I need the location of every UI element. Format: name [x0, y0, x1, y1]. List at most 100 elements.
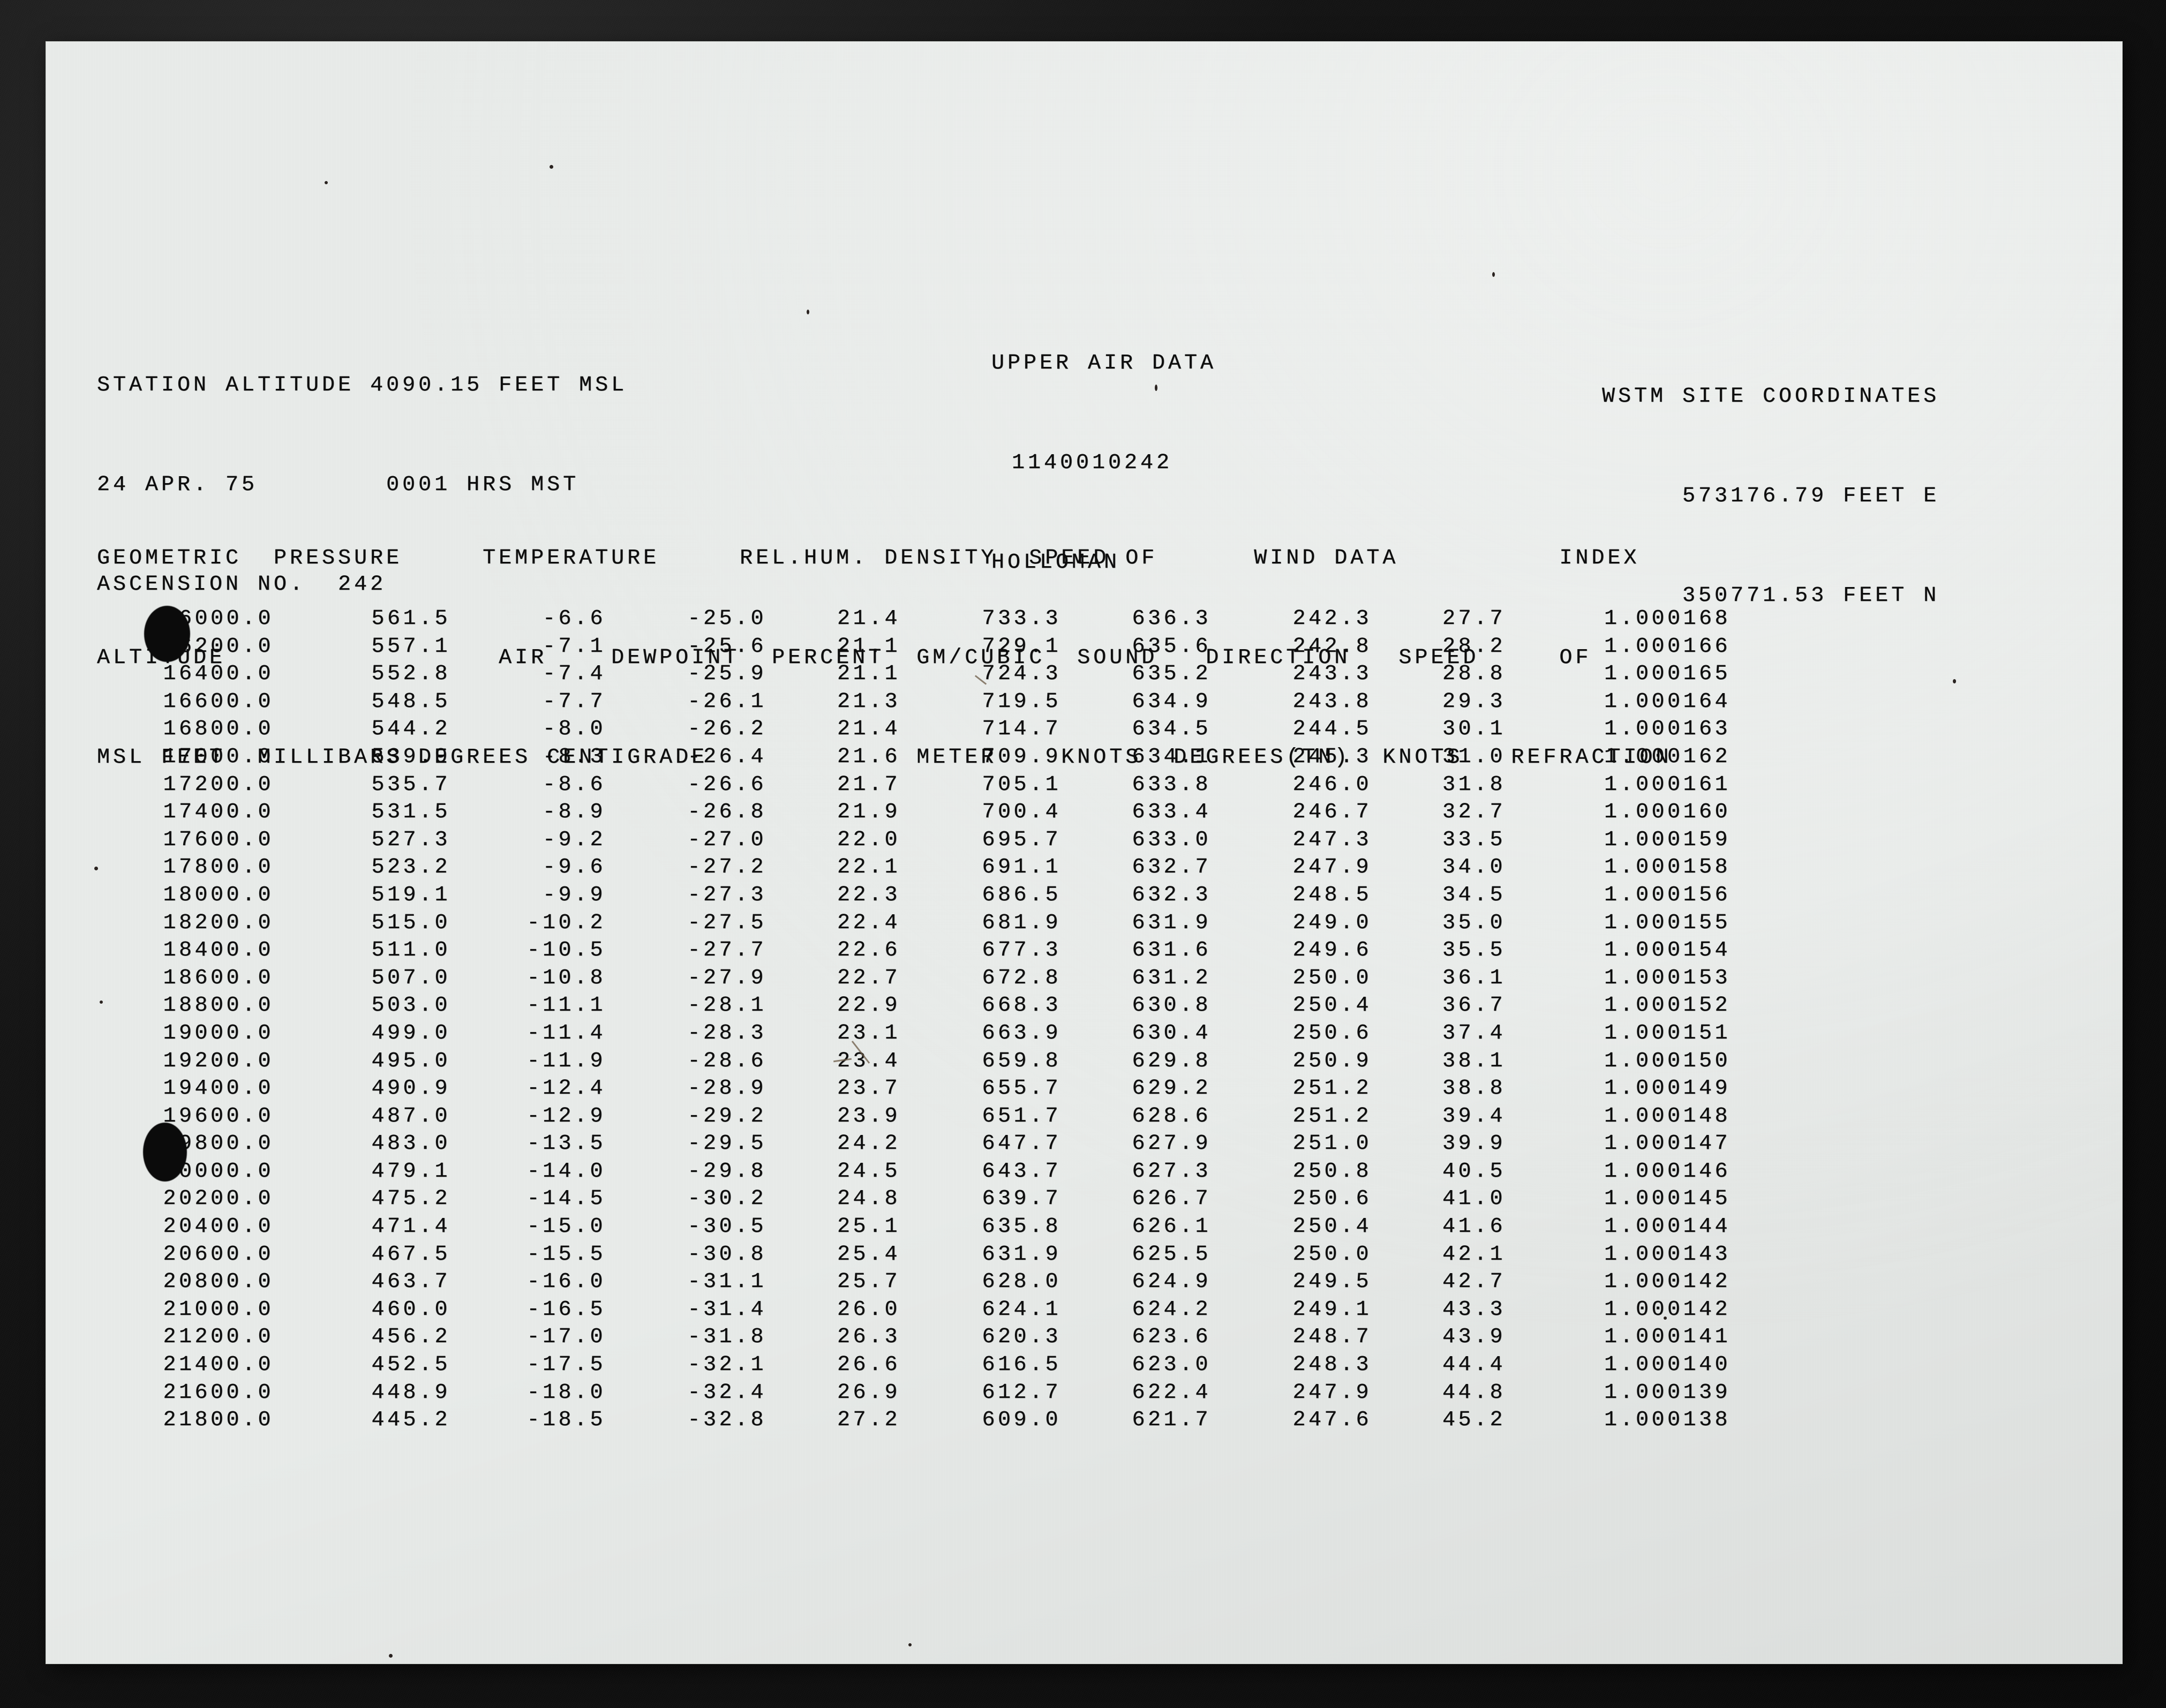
cell-dewpoint: -27.3: [687, 883, 766, 907]
cell-dewpoint: -25.9: [687, 662, 766, 687]
table-row: 16400.0 552.8 -7.4 -25.9 21.1 724.3 635.2 243.3…: [97, 660, 1731, 688]
table-row: 19000.0 499.0 -11.4 -28.3 23.1 663.9 630.4 250.…: [97, 1020, 1731, 1048]
cell-speed-of-sound: 623.0: [1132, 1353, 1211, 1378]
table-row: 18400.0 511.0 -10.5 -27.7 22.6 677.3 631.6 249.…: [97, 937, 1731, 965]
cell-air-temp: -10.5: [527, 938, 606, 963]
cell-pressure: 490.9: [371, 1077, 450, 1101]
cell-density: 705.1: [982, 772, 1061, 797]
cell-altitude: 20200.0: [163, 1187, 274, 1212]
cell-dewpoint: -26.8: [687, 800, 766, 825]
cell-altitude: 20800.0: [163, 1270, 274, 1295]
cell-wind-direction: 250.4: [1292, 1215, 1372, 1239]
cell-wind-speed: 36.1: [1442, 966, 1506, 990]
cell-wind-direction: 250.0: [1292, 966, 1372, 990]
cell-index-refraction: 1.000143: [1604, 1242, 1731, 1267]
cell-speed-of-sound: 635.6: [1132, 634, 1211, 659]
cell-wind-direction: 249.6: [1292, 938, 1372, 963]
cell-wind-direction: 246.0: [1292, 772, 1372, 797]
cell-rel-humidity: 26.9: [837, 1380, 900, 1405]
cell-dewpoint: -30.8: [687, 1242, 766, 1267]
data-table: 16000.0 561.5 -6.6 -25.0 21.4 733.3 636.3 242.3…: [97, 605, 1731, 1434]
cell-pressure: 561.5: [371, 607, 450, 631]
cell-index-refraction: 1.000154: [1604, 938, 1731, 963]
table-row: 21800.0 445.2 -18.5 -32.8 27.2 609.0 621.7 247.…: [97, 1406, 1731, 1434]
column-header-line-2: ALTITUDE AIR DEWPOINT PERCENT GM/CUBIC S…: [97, 646, 1592, 670]
table-row: 20800.0 463.7 -16.0 -31.1 25.7 628.0 624.9 249.…: [97, 1268, 1731, 1296]
cell-air-temp: -7.4: [542, 662, 606, 687]
cell-pressure: 483.0: [371, 1132, 450, 1156]
cell-speed-of-sound: 625.5: [1132, 1242, 1211, 1267]
cell-dewpoint: -32.4: [687, 1380, 766, 1405]
cell-altitude: 17000.0: [163, 744, 274, 769]
cell-density: 635.8: [982, 1215, 1061, 1239]
cell-index-refraction: 1.000142: [1604, 1270, 1731, 1295]
document-title: UPPER AIR DATA: [991, 351, 1217, 375]
cell-dewpoint: -32.8: [687, 1408, 766, 1433]
document-body: STATION ALTITUDE 4090.15 FEET MSL 24 APR…: [46, 42, 2122, 1664]
table-row: 20200.0 475.2 -14.5 -30.2 24.8 639.7 626.7 250.…: [97, 1185, 1731, 1213]
cell-altitude: 16800.0: [163, 717, 274, 742]
table-row: 17000.0 539.9 -8.3 -26.4 21.6 709.9 634.1 245.3…: [97, 743, 1731, 771]
cell-density: 719.5: [982, 689, 1061, 714]
cell-dewpoint: -26.2: [687, 717, 766, 742]
cell-density: 672.8: [982, 966, 1061, 990]
cell-wind-speed: 38.1: [1442, 1049, 1506, 1073]
cell-pressure: 499.0: [371, 1021, 450, 1045]
cell-pressure: 452.5: [371, 1353, 450, 1378]
cell-dewpoint: -25.6: [687, 634, 766, 659]
table-row: 19200.0 495.0 -11.9 -28.6 23.4 659.8 629.8 250.…: [97, 1048, 1731, 1075]
scan-speck: [389, 1654, 393, 1658]
table-row: 16000.0 561.5 -6.6 -25.0 21.4 733.3 636.3 242.3…: [97, 605, 1731, 633]
cell-pressure: 471.4: [371, 1215, 450, 1239]
cell-altitude: 17200.0: [163, 772, 274, 797]
cell-pressure: 511.0: [371, 938, 450, 963]
cell-wind-direction: 247.9: [1292, 855, 1372, 880]
cell-dewpoint: -28.9: [687, 1077, 766, 1101]
cell-density: 695.7: [982, 827, 1061, 852]
cell-wind-speed: 41.0: [1442, 1187, 1506, 1212]
site-name: HOLLOMAN: [991, 551, 1120, 575]
cell-air-temp: -11.1: [527, 994, 606, 1018]
cell-rel-humidity: 22.9: [837, 994, 900, 1018]
cell-density: 624.1: [982, 1297, 1061, 1322]
cell-air-temp: -15.5: [527, 1242, 606, 1267]
cell-altitude: 21600.0: [163, 1380, 274, 1405]
cell-wind-speed: 43.9: [1442, 1325, 1506, 1350]
cell-speed-of-sound: 636.3: [1132, 607, 1211, 631]
cell-wind-speed: 44.4: [1442, 1353, 1506, 1378]
cell-density: 620.3: [982, 1325, 1061, 1350]
cell-wind-speed: 29.3: [1442, 689, 1506, 714]
cell-air-temp: -10.8: [527, 966, 606, 990]
cell-wind-direction: 251.2: [1292, 1104, 1372, 1128]
cell-wind-direction: 249.0: [1292, 911, 1372, 935]
table-row: 17800.0 523.2 -9.6 -27.2 22.1 691.1 632.7 247.9…: [97, 854, 1731, 882]
cell-dewpoint: -29.5: [687, 1132, 766, 1156]
cell-dewpoint: -25.0: [687, 607, 766, 631]
cell-wind-speed: 31.8: [1442, 772, 1506, 797]
table-row: 20000.0 479.1 -14.0 -29.8 24.5 643.7 627.3 250.…: [97, 1158, 1731, 1186]
table-row: 21600.0 448.9 -18.0 -32.4 26.9 612.7 622.4 247.…: [97, 1379, 1731, 1407]
cell-speed-of-sound: 632.7: [1132, 855, 1211, 880]
cell-altitude: 18000.0: [163, 883, 274, 907]
cell-pressure: 479.1: [371, 1159, 450, 1184]
cell-pressure: 445.2: [371, 1408, 450, 1433]
cell-wind-speed: 30.1: [1442, 717, 1506, 742]
cell-altitude: 20400.0: [163, 1215, 274, 1239]
table-row: 21000.0 460.0 -16.5 -31.4 26.0 624.1 624.2 249.…: [97, 1296, 1731, 1324]
cell-air-temp: -14.5: [527, 1187, 606, 1212]
cell-index-refraction: 1.000140: [1604, 1353, 1731, 1378]
cell-pressure: 557.1: [371, 634, 450, 659]
cell-wind-speed: 38.8: [1442, 1077, 1506, 1101]
cell-air-temp: -6.6: [542, 607, 606, 631]
cell-wind-speed: 34.5: [1442, 883, 1506, 907]
cell-altitude: 19600.0: [163, 1104, 274, 1128]
cell-speed-of-sound: 634.1: [1132, 744, 1211, 769]
cell-density: 686.5: [982, 883, 1061, 907]
data-table-body: 16000.0 561.5 -6.6 -25.0 21.4 733.3 636.3 242.3…: [97, 605, 1731, 1434]
scan-speck: [1664, 1316, 1667, 1320]
cell-dewpoint: -31.8: [687, 1325, 766, 1350]
cell-index-refraction: 1.000148: [1604, 1104, 1731, 1128]
cell-index-refraction: 1.000144: [1604, 1215, 1731, 1239]
date-line: 24 APR. 75: [97, 473, 258, 497]
table-row: 19400.0 490.9 -12.4 -28.9 23.7 655.7 629.2 251.…: [97, 1075, 1731, 1103]
